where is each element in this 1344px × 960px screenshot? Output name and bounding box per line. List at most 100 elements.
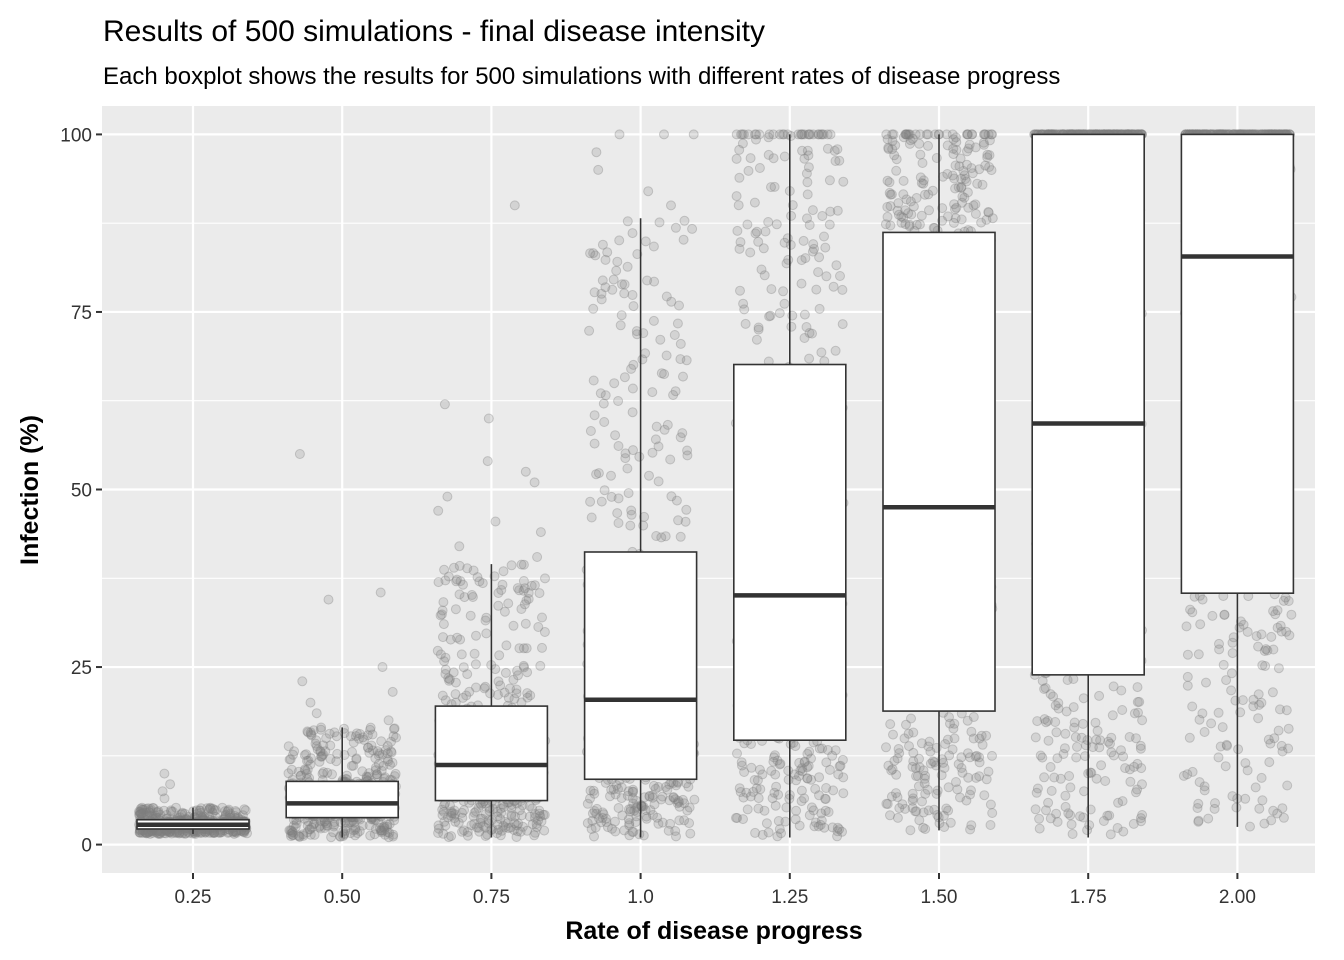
simulation-point xyxy=(674,815,685,826)
chart-title: Results of 500 simulations - final disea… xyxy=(103,15,765,48)
simulation-point xyxy=(217,802,228,813)
simulation-point xyxy=(135,803,146,814)
simulation-point xyxy=(493,588,504,598)
simulation-point xyxy=(928,222,939,233)
simulation-point xyxy=(497,579,508,590)
simulation-point xyxy=(350,830,361,841)
simulation-point xyxy=(785,131,796,141)
simulation-point xyxy=(945,817,956,828)
simulation-point xyxy=(743,165,754,176)
simulation-point xyxy=(893,198,904,209)
simulation-point xyxy=(1039,684,1050,694)
simulation-point xyxy=(897,799,908,810)
simulation-point xyxy=(495,830,506,841)
simulation-point xyxy=(206,804,216,814)
simulation-point xyxy=(600,254,611,265)
simulation-point xyxy=(620,453,631,464)
simulation-point xyxy=(302,726,313,737)
simulation-point xyxy=(837,284,848,295)
simulation-point xyxy=(511,820,522,831)
simulation-point xyxy=(831,260,842,271)
simulation-point xyxy=(375,825,386,836)
simulation-point xyxy=(1220,761,1231,772)
simulation-point xyxy=(1227,648,1238,659)
simulation-point xyxy=(748,786,759,797)
simulation-point xyxy=(982,152,993,163)
simulation-point xyxy=(670,222,681,233)
simulation-point xyxy=(745,153,756,164)
simulation-point xyxy=(669,330,680,340)
simulation-point xyxy=(458,662,469,673)
x-tick-label: 1.75 xyxy=(1070,887,1107,908)
simulation-point xyxy=(194,805,205,816)
simulation-point xyxy=(285,754,296,765)
simulation-point xyxy=(1187,701,1198,712)
simulation-point xyxy=(134,807,145,818)
simulation-point xyxy=(1039,772,1050,783)
y-tick-label: 100 xyxy=(60,125,92,146)
iqr-box xyxy=(732,363,847,741)
simulation-point xyxy=(1194,714,1205,725)
simulation-point xyxy=(534,588,545,599)
iqr-box xyxy=(285,780,400,819)
simulation-point xyxy=(519,662,529,673)
simulation-point xyxy=(1052,753,1063,764)
simulation-point xyxy=(151,807,162,818)
simulation-point xyxy=(388,731,399,742)
simulation-point xyxy=(462,830,473,841)
simulation-point xyxy=(661,350,672,361)
simulation-point xyxy=(370,753,381,764)
simulation-point xyxy=(482,456,493,467)
simulation-point xyxy=(829,145,840,156)
simulation-point xyxy=(135,806,146,817)
simulation-point xyxy=(1251,631,1262,642)
simulation-point xyxy=(348,760,359,771)
simulation-point xyxy=(671,495,682,506)
simulation-point xyxy=(648,315,659,326)
simulation-point xyxy=(464,686,475,697)
simulation-point xyxy=(1227,637,1238,648)
simulation-point xyxy=(838,788,849,799)
simulation-point xyxy=(1210,798,1220,809)
simulation-point xyxy=(882,175,893,186)
simulation-point xyxy=(760,226,771,237)
simulation-point xyxy=(294,831,305,842)
simulation-point xyxy=(949,199,960,210)
simulation-point xyxy=(1060,801,1071,812)
simulation-point xyxy=(835,760,846,771)
simulation-point xyxy=(627,407,638,418)
simulation-point xyxy=(383,715,394,726)
simulation-point xyxy=(967,168,978,179)
simulation-point xyxy=(141,803,152,814)
simulation-point xyxy=(299,750,310,761)
simulation-point xyxy=(338,831,349,842)
simulation-point xyxy=(731,153,742,164)
simulation-point xyxy=(670,386,681,397)
simulation-point xyxy=(766,765,777,776)
simulation-point xyxy=(438,619,449,630)
simulation-point xyxy=(678,371,688,382)
simulation-point xyxy=(616,782,627,793)
simulation-point xyxy=(905,825,916,836)
simulation-point xyxy=(802,177,813,188)
simulation-point xyxy=(595,388,606,399)
simulation-point xyxy=(753,322,764,333)
simulation-point xyxy=(654,217,665,228)
simulation-point xyxy=(976,217,987,228)
simulation-point xyxy=(916,210,927,221)
simulation-point xyxy=(675,338,686,349)
simulation-point xyxy=(751,334,762,345)
simulation-point xyxy=(943,782,954,793)
simulation-point xyxy=(1034,823,1045,834)
simulation-point xyxy=(1105,829,1116,840)
simulation-point xyxy=(1042,715,1053,726)
x-tick-label: 1.50 xyxy=(921,887,958,908)
simulation-point xyxy=(1043,735,1054,746)
simulation-point xyxy=(1091,734,1102,745)
simulation-point xyxy=(681,504,692,515)
simulation-point xyxy=(230,806,241,816)
simulation-point xyxy=(640,236,651,247)
simulation-point xyxy=(830,156,841,166)
simulation-point xyxy=(196,803,207,814)
simulation-point xyxy=(1187,766,1198,777)
